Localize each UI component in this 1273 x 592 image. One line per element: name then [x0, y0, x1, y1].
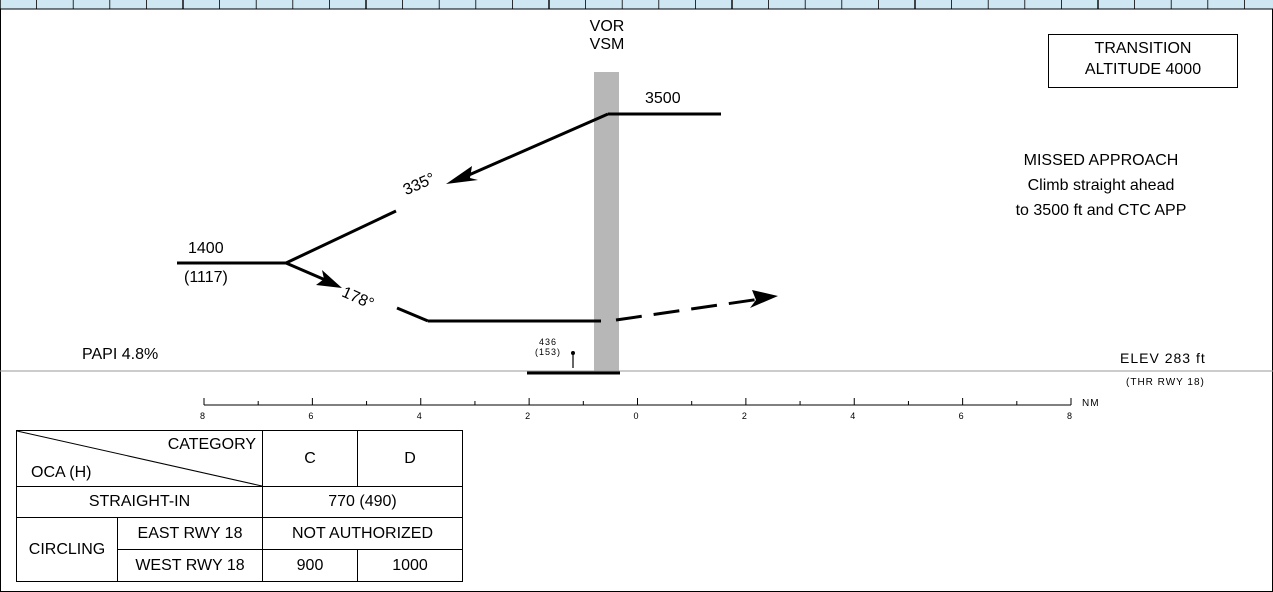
- circling-west-c: 900: [262, 549, 358, 582]
- vor-label: VOR VSM: [580, 18, 634, 54]
- track-335-upper: [461, 112, 609, 180]
- circling-east-label: EAST RWY 18: [117, 517, 263, 550]
- missed-title: MISSED APPROACH: [1023, 152, 1179, 169]
- nm-scale-tick-label: 4: [850, 411, 857, 421]
- arrow-335: [446, 166, 478, 184]
- header-cat-d: D: [357, 430, 463, 487]
- missed-approach-dashed: [615, 297, 761, 322]
- nm-scale-tick-label: 4: [416, 411, 423, 421]
- straight-in-value: 770 (490): [262, 486, 463, 518]
- minima-table: CATEGORY OCA (H) C D STRAIGHT-IN 770 (49…: [16, 430, 463, 582]
- elevation-label: ELEV 283 ft: [1120, 350, 1206, 366]
- papi-label: PAPI 4.8%: [82, 346, 159, 363]
- track-178-upper: [285, 261, 331, 284]
- missed-line1: Climb straight ahead: [1027, 177, 1175, 194]
- circling-west-label: WEST RWY 18: [117, 549, 263, 582]
- threshold-label: (THR RWY 18): [1126, 377, 1205, 388]
- top-scale-band: [0, 0, 1273, 9]
- circling-west-row: WEST RWY 18 900 1000: [17, 549, 463, 582]
- missed-arrow: [750, 290, 778, 308]
- header-cat-c: C: [262, 430, 358, 487]
- straight-in-row: STRAIGHT-IN 770 (490): [16, 486, 463, 518]
- nm-scale-tick-label: 0: [633, 411, 640, 421]
- vor-band: [594, 72, 619, 373]
- nm-scale-tick-label: 2: [525, 411, 532, 421]
- height-1117-label: (1117): [184, 269, 228, 286]
- nm-scale-tick-label: 6: [958, 411, 965, 421]
- nm-scale-tick-label: 2: [741, 411, 748, 421]
- nm-unit-label: NM: [1082, 398, 1100, 409]
- altitude-3500-label: 3500: [645, 90, 681, 107]
- vor-label-line1: VOR: [589, 18, 625, 35]
- transition-line2: ALTITUDE 4000: [1084, 61, 1202, 78]
- nm-scale-tick-label: 8: [200, 411, 207, 421]
- missed-line2: to 3500 ft and CTC APP: [1015, 202, 1187, 219]
- category-oca-header: CATEGORY OCA (H): [16, 430, 263, 487]
- circling-east-value: NOT AUTHORIZED: [262, 517, 463, 550]
- transition-line1: TRANSITION: [1094, 40, 1192, 57]
- track-178-lower: [396, 306, 429, 323]
- top-scale-ticks: [0, 0, 1245, 9]
- header-category: CATEGORY: [167, 436, 256, 453]
- nm-scale-tick-label: 6: [308, 411, 315, 421]
- straight-in-label: STRAIGHT-IN: [16, 486, 263, 518]
- track-335-lower: [285, 209, 397, 265]
- circling-west-d: 1000: [357, 549, 463, 582]
- minima-header-row: CATEGORY OCA (H) C D: [16, 430, 463, 487]
- obstacle-altitude: 436: [538, 337, 558, 347]
- circling-label: CIRCLING: [16, 517, 118, 582]
- obstacle-height: (153): [534, 347, 561, 357]
- header-oca: OCA (H): [31, 464, 92, 481]
- obstacle-label: 436 (153): [528, 337, 568, 357]
- nm-scale-ticks: [203, 398, 1072, 405]
- altitude-1400-label: 1400: [188, 240, 224, 257]
- obstacle-top: [571, 351, 575, 355]
- nm-scale-tick-label: 8: [1067, 411, 1074, 421]
- transition-altitude-box: TRANSITION ALTITUDE 4000: [1048, 34, 1238, 88]
- vor-label-line2: VSM: [589, 36, 625, 53]
- circling-east-row: CIRCLING EAST RWY 18 NOT AUTHORIZED: [16, 517, 463, 582]
- arrow-178: [316, 270, 342, 288]
- missed-approach-text: MISSED APPROACH Climb straight ahead to …: [976, 148, 1226, 223]
